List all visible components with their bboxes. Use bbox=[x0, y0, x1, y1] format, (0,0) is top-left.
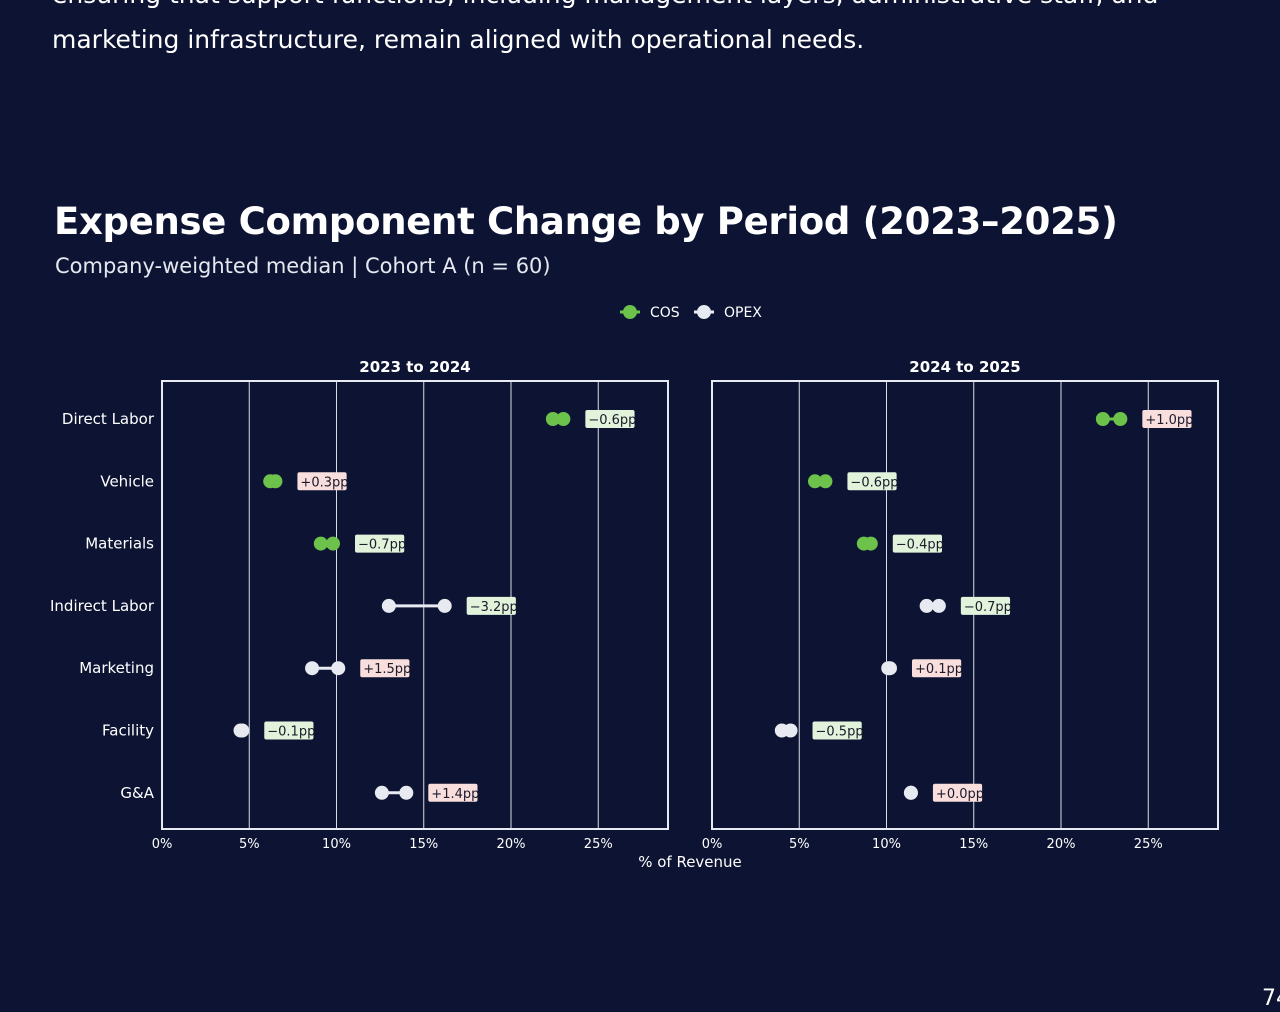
panel-2-direct-labor-change-label: +1.0pp bbox=[1145, 413, 1193, 428]
panel-1-x-tick-label: 20% bbox=[497, 837, 526, 852]
panel-2-indirect-labor-change-label: −0.7pp bbox=[964, 600, 1012, 615]
panel-2-x-tick-label: 15% bbox=[959, 837, 988, 852]
panel-2-indirect-labor-end-point bbox=[919, 598, 934, 613]
panel-1-facility-end-point bbox=[233, 723, 248, 738]
x-axis-label: % of Revenue bbox=[638, 853, 742, 871]
panel-1-indirect-labor-change-label: −3.2pp bbox=[470, 600, 518, 615]
panel-2-x-tick-label: 20% bbox=[1047, 837, 1076, 852]
panel-1-direct-labor-change-badge bbox=[585, 410, 635, 428]
panel-2-indirect-labor-change-badge bbox=[960, 596, 1011, 615]
panel-1-g-a-change-badge bbox=[428, 783, 478, 802]
category-label: G&A bbox=[120, 784, 154, 802]
intro-paragraph: ensuring that support functions, includi… bbox=[52, 0, 1232, 62]
panel-1-frame bbox=[161, 380, 669, 830]
panel-2-direct-labor-end-point bbox=[1113, 412, 1128, 426]
legend-label-opex: OPEX bbox=[724, 305, 762, 321]
panel-1-direct-labor-start-point bbox=[556, 412, 571, 426]
panel-2-vehicle-start-point bbox=[818, 474, 833, 489]
panel-2-frame bbox=[711, 380, 1219, 830]
category-label: Facility bbox=[102, 722, 154, 740]
panel-2-facility-end-point bbox=[774, 723, 789, 738]
legend-marker-cos bbox=[623, 305, 637, 319]
panel-1-indirect-labor-change-badge bbox=[466, 596, 516, 615]
panel-1-x-tick-label: 5% bbox=[239, 837, 260, 852]
panel-2-direct-labor-start-point bbox=[1095, 412, 1110, 426]
category-label: Vehicle bbox=[100, 472, 154, 490]
panel-2-marketing-change-label: +0.1pp bbox=[915, 662, 963, 677]
intro-line-1: ensuring that support functions, includi… bbox=[52, 0, 1232, 17]
page-number: 74 bbox=[1262, 986, 1280, 1011]
panel-2-materials-change-label: −0.4pp bbox=[896, 538, 944, 553]
panel-2-vehicle-change-label: −0.6pp bbox=[850, 475, 898, 490]
panel-1-marketing-change-badge bbox=[360, 659, 410, 678]
panel-1-materials-end-point bbox=[313, 536, 328, 551]
intro-line-2: marketing infrastructure, remain aligned… bbox=[52, 25, 865, 54]
panel-1-vehicle-end-point bbox=[268, 474, 283, 489]
panel-1-x-tick-label: 25% bbox=[584, 837, 613, 852]
panel-1-vehicle-change-badge bbox=[297, 472, 347, 491]
chart-subtitle: Company-weighted median | Cohort A (n = … bbox=[55, 254, 551, 278]
panel-2-materials-change-badge bbox=[892, 534, 942, 553]
panel-1-x-tick-label: 0% bbox=[152, 837, 173, 852]
panel-2-materials-end-point bbox=[856, 536, 871, 551]
panel-2-g-a-end-point bbox=[903, 785, 918, 800]
panel-1-g-a-change-label: +1.4pp bbox=[431, 787, 479, 802]
panel-1-indirect-labor-end-point bbox=[381, 598, 396, 613]
panel-2-x-tick-label: 0% bbox=[702, 837, 723, 852]
panel-1-marketing-end-point bbox=[331, 661, 346, 676]
panel-2-x-tick-label: 10% bbox=[872, 837, 901, 852]
panel-2-x-tick-label: 5% bbox=[789, 837, 810, 852]
panel-1-materials-change-badge bbox=[355, 534, 405, 553]
panel-2-title: 2024 to 2025 bbox=[909, 358, 1020, 376]
panel-1-indirect-labor-start-point bbox=[437, 598, 452, 613]
panel-1-x-tick-label: 15% bbox=[409, 837, 438, 852]
panel-1-g-a-start-point bbox=[374, 785, 389, 800]
panel-1-materials-change-label: −0.7pp bbox=[358, 538, 406, 553]
panel-1-direct-labor-end-point bbox=[545, 412, 560, 426]
panel-2-marketing-change-badge bbox=[911, 659, 962, 678]
panel-2-indirect-labor-start-point bbox=[931, 598, 946, 613]
panel-2-x-tick-label: 25% bbox=[1134, 837, 1163, 852]
panel-2-vehicle-change-badge bbox=[847, 472, 897, 491]
panel-2-direct-labor-change-badge bbox=[1142, 410, 1192, 428]
panel-1-marketing-change-label: +1.5pp bbox=[363, 662, 411, 677]
panel-1-direct-labor-change-label: −0.6pp bbox=[588, 413, 636, 428]
panel-1-g-a-end-point bbox=[399, 785, 414, 800]
chart-title: Expense Component Change by Period (2023… bbox=[54, 200, 1118, 243]
panel-2-g-a-change-badge bbox=[932, 783, 983, 802]
legend-marker-opex bbox=[697, 305, 711, 319]
panel-1-facility-change-label: −0.1pp bbox=[267, 725, 315, 740]
category-label: Indirect Labor bbox=[50, 597, 155, 615]
panel-2-marketing-end-point bbox=[882, 661, 897, 676]
category-label: Direct Labor bbox=[62, 410, 155, 428]
panel-1-x-tick-label: 10% bbox=[322, 837, 351, 852]
panel-1-marketing-start-point bbox=[305, 661, 320, 676]
category-label: Materials bbox=[85, 535, 154, 553]
panel-1-facility-change-badge bbox=[264, 721, 314, 740]
panel-1-title: 2023 to 2024 bbox=[359, 358, 470, 376]
panel-2-facility-change-label: −0.5pp bbox=[816, 725, 864, 740]
category-label: Marketing bbox=[79, 659, 154, 677]
panel-2-g-a-change-label: +0.0pp bbox=[936, 787, 984, 802]
panel-1-materials-start-point bbox=[326, 536, 341, 551]
panel-2-vehicle-end-point bbox=[807, 474, 822, 489]
panel-2-facility-change-badge bbox=[812, 721, 862, 740]
panel-1-vehicle-change-label: +0.3pp bbox=[300, 475, 348, 490]
legend-label-cos: COS bbox=[650, 305, 680, 321]
